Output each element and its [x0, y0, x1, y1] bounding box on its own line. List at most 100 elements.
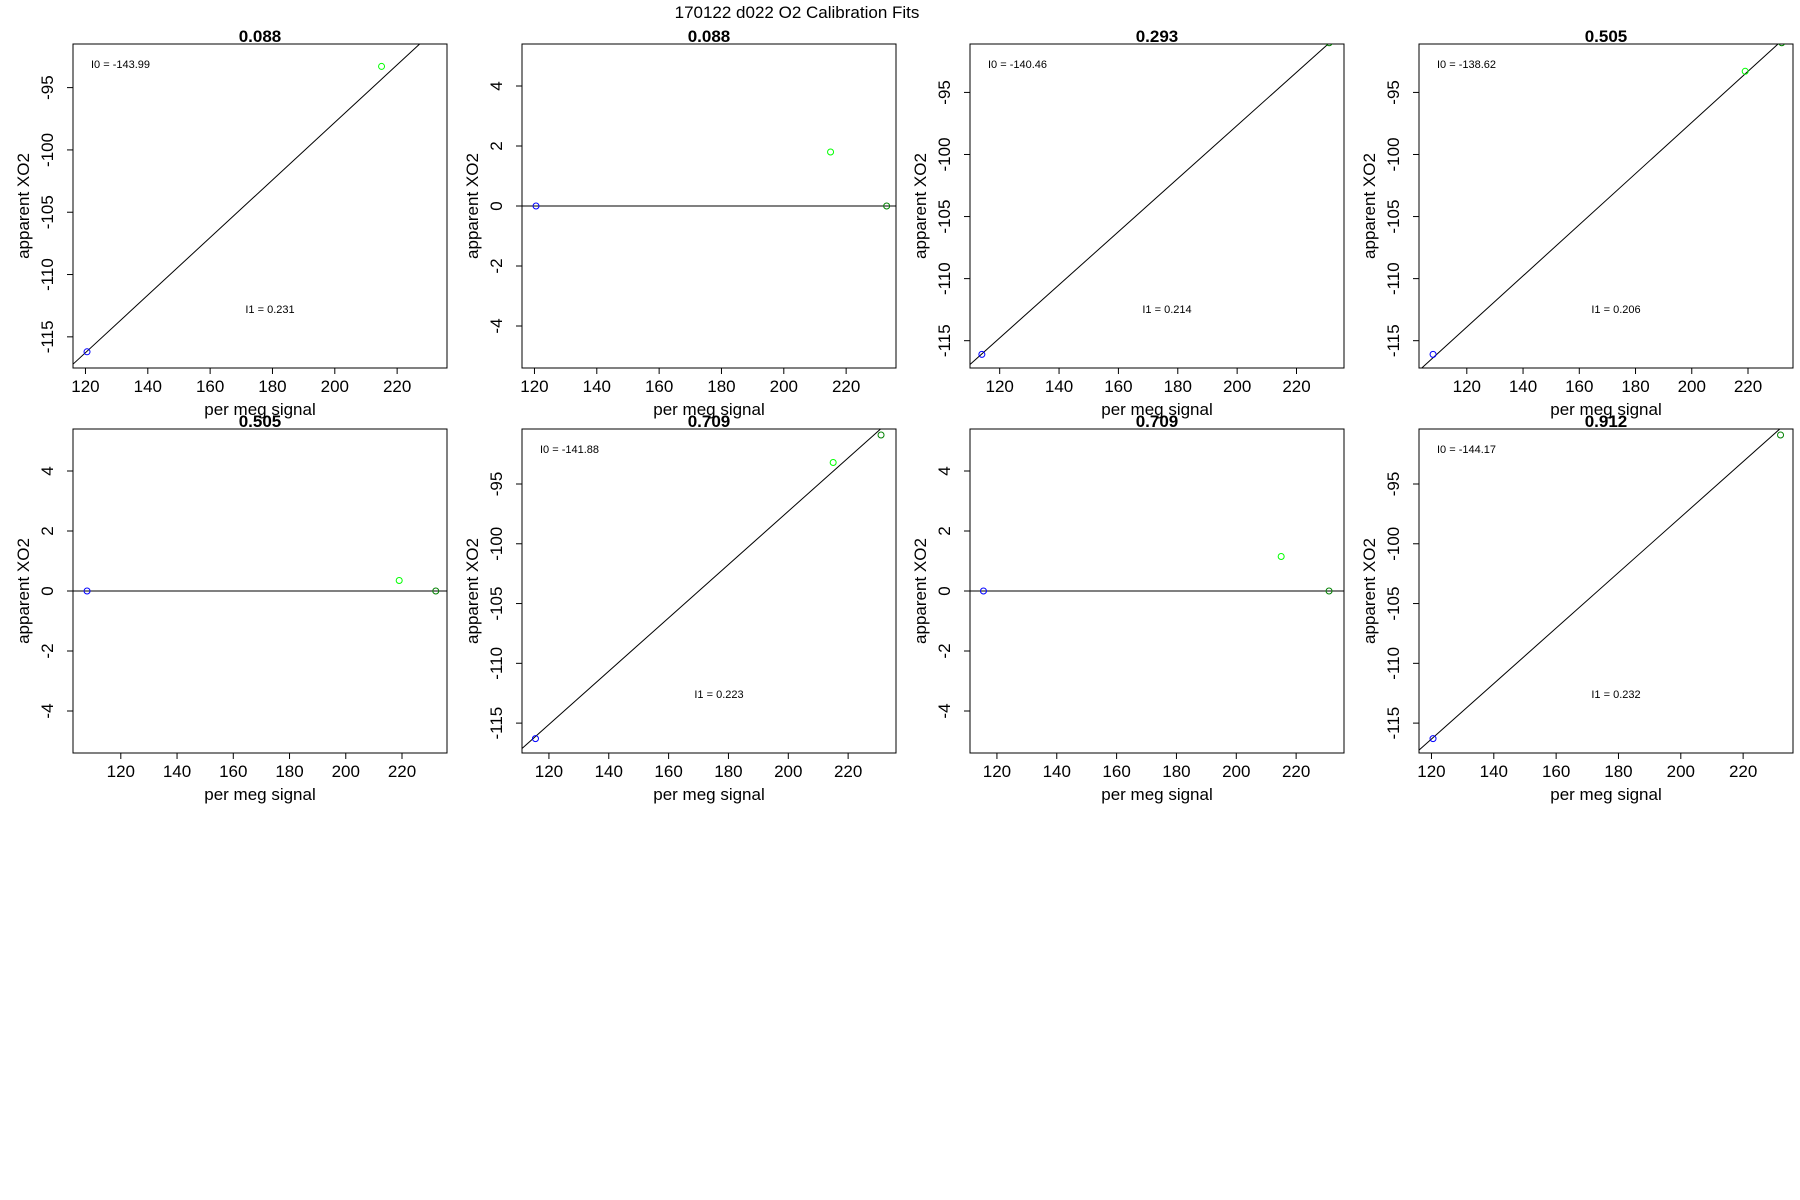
chart-panel-6: 0.709 120 140 160 180 200 220 per meg signal -11…: [463, 412, 897, 804]
x-tick-label: 200: [1223, 377, 1251, 396]
annotation-label: I0 =: [1437, 59, 1459, 71]
x-tick-label: 220: [1282, 377, 1310, 396]
annotation-value: -143.99: [113, 59, 150, 71]
x-tick-label: 200: [1667, 762, 1695, 781]
x-tick-label: 160: [1565, 377, 1593, 396]
plot-frame: [1418, 43, 1794, 369]
y-axis: -115 -110 -105 -100 -95 apparent XO2: [1360, 472, 1419, 739]
x-axis: 120 140 160 180 200 220 per meg signal: [71, 368, 411, 419]
y-axis-label: apparent XO2: [911, 153, 930, 259]
x-axis: 120 140 160 180 200 220 per meg signal: [983, 753, 1310, 804]
data-point: [1741, 67, 1749, 75]
data-point: [829, 458, 837, 466]
y-tick-label: -105: [38, 195, 57, 229]
x-tick-label: 160: [645, 377, 673, 396]
data-point: [432, 587, 440, 595]
y-tick-label: -110: [1384, 262, 1403, 295]
data-points: [979, 553, 1333, 595]
data-point: [1325, 587, 1333, 595]
x-axis-label: per meg signal: [653, 400, 765, 419]
panel-title: 0.505: [1585, 27, 1628, 46]
x-axis-label: per meg signal: [653, 785, 765, 804]
y-axis-label: apparent XO2: [1360, 538, 1379, 644]
x-tick-label: 220: [1729, 762, 1757, 781]
fit-line: [1418, 428, 1781, 751]
y-axis: -115 -110 -105 -100 -95 apparent XO2: [911, 80, 970, 357]
y-tick-label: -2: [38, 643, 57, 658]
figure-title: 170122 d022 O2 Calibration Fits: [675, 3, 920, 22]
intercept-annotation: I0 = -140.46: [988, 59, 1047, 71]
annotation-value: -141.88: [562, 444, 599, 456]
annotation-label: I0 =: [1437, 444, 1459, 456]
data-point: [1277, 553, 1285, 560]
y-axis: -115 -110 -105 -100 -95 apparent XO2: [463, 472, 522, 739]
x-tick-label: 180: [707, 377, 735, 396]
data-point: [1777, 431, 1785, 439]
annotation-value: 0.223: [716, 689, 744, 701]
panel-title: 0.912: [1585, 412, 1628, 431]
y-tick-label: 2: [38, 526, 57, 535]
intercept-annotation: I0 = -144.17: [1437, 444, 1496, 456]
data-point: [531, 735, 539, 743]
annotation-label: I1 =: [1591, 304, 1613, 316]
panel-title: 0.088: [239, 27, 282, 46]
annotation-value: -138.62: [1459, 59, 1496, 71]
slope-annotation: I1 = 0.231: [245, 304, 294, 316]
data-point: [435, 35, 441, 41]
data-points: [532, 148, 891, 210]
panel-title: 0.505: [239, 412, 282, 431]
plot-frame: [1418, 428, 1794, 754]
y-axis: -4 -2 0 2 4 apparent XO2: [14, 466, 73, 719]
panel-title: 0.293: [1136, 27, 1179, 46]
data-point: [978, 350, 986, 358]
x-axis: 120 140 160 180 200 220 per meg signal: [1417, 753, 1757, 804]
x-tick-label: 180: [258, 377, 286, 396]
plot-frame: [72, 43, 448, 369]
y-axis: -4 -2 0 2 4 apparent XO2: [911, 466, 970, 719]
x-tick-label: 140: [595, 762, 623, 781]
x-axis-label: per meg signal: [1101, 400, 1213, 419]
annotation-value: 0.231: [267, 304, 295, 316]
data-points: [531, 431, 885, 743]
x-axis-label: per meg signal: [204, 400, 316, 419]
annotation-label: I1 =: [1142, 304, 1164, 316]
y-axis-label: apparent XO2: [14, 153, 33, 259]
x-tick-label: 200: [321, 377, 349, 396]
y-axis: -115 -110 -105 -100 -95 apparent XO2: [14, 75, 73, 353]
data-point: [827, 148, 835, 156]
x-tick-label: 120: [1417, 762, 1445, 781]
y-axis-label: apparent XO2: [911, 538, 930, 644]
x-tick-label: 120: [535, 762, 563, 781]
x-tick-label: 200: [332, 762, 360, 781]
chart-panel-8: 0.912 120 140 160 180 200 220 per meg signal -11…: [1360, 412, 1794, 804]
x-tick-label: 200: [1678, 377, 1706, 396]
data-points: [978, 44, 1333, 358]
y-axis: -115 -110 -105 -100 -95 apparent XO2: [1360, 80, 1419, 357]
y-tick-label: 4: [935, 466, 954, 475]
y-axis-label: apparent XO2: [14, 538, 33, 644]
chart-panel-4: 0.505 120 140 160 180 200 220 per meg signal -11…: [1360, 27, 1794, 419]
data-points: [83, 577, 440, 595]
x-tick-label: 220: [388, 762, 416, 781]
x-axis: 120 140 160 180 200 220 per meg signal: [107, 753, 416, 804]
chart-panel-1: 0.088 120 140 160 180 200 220 per meg signal -11…: [14, 27, 448, 419]
data-point: [1429, 735, 1437, 743]
panel-title: 0.709: [688, 412, 731, 431]
x-tick-label: 220: [832, 377, 860, 396]
annotation-label: I1 =: [245, 304, 267, 316]
panel-title: 0.088: [688, 27, 731, 46]
x-tick-label: 180: [275, 762, 303, 781]
y-tick-label: -95: [1384, 472, 1403, 497]
y-tick-label: -105: [935, 200, 954, 234]
chart-panel-3: 0.293 120 140 160 180 200 220 per meg signal -11…: [911, 27, 1345, 419]
y-tick-label: -95: [38, 75, 57, 100]
data-points: [1429, 44, 1786, 358]
x-tick-label: 220: [383, 377, 411, 396]
x-axis-label: per meg signal: [1101, 785, 1213, 804]
y-tick-label: -115: [38, 320, 57, 353]
y-tick-label: -105: [1384, 200, 1403, 234]
x-tick-label: 120: [985, 377, 1013, 396]
data-point: [83, 348, 91, 356]
panel-title: 0.709: [1136, 412, 1179, 431]
